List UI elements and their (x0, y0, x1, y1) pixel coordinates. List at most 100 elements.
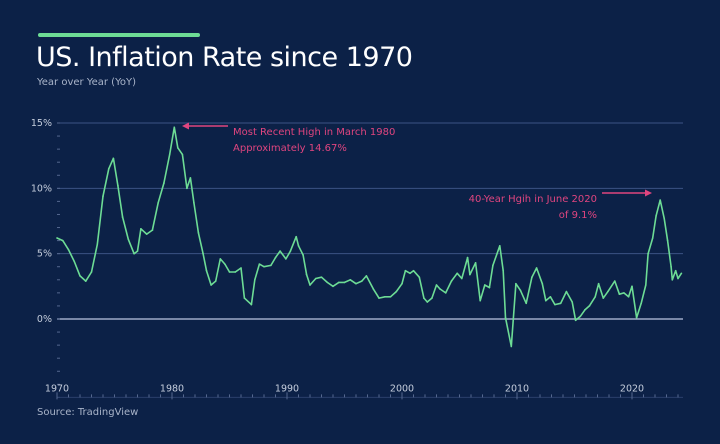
data-point (613, 280, 616, 282)
x-tick-label: 2000 (390, 383, 414, 394)
data-point (314, 277, 317, 280)
data-point (79, 275, 81, 277)
annotations: Most Recent High in March 1980 Approxima… (182, 122, 652, 221)
data-point (107, 167, 110, 170)
data-point (151, 229, 154, 231)
data-point (549, 295, 552, 298)
data-point (574, 319, 577, 322)
data-point (401, 282, 403, 285)
data-point (297, 245, 300, 247)
data-point (594, 295, 596, 298)
title-accent-bar (38, 33, 200, 37)
data-point (186, 187, 188, 190)
data-point (349, 279, 352, 281)
data-point (305, 273, 308, 276)
data-point (426, 301, 429, 303)
arrowhead-left-icon (182, 122, 189, 130)
data-point (365, 275, 368, 277)
data-point (579, 315, 582, 318)
data-point (250, 303, 253, 306)
data-point (121, 216, 124, 218)
data-point (439, 288, 441, 290)
data-point (423, 297, 425, 299)
data-point (320, 276, 323, 278)
data-point (337, 281, 340, 284)
data-point (444, 292, 447, 294)
data-point (680, 272, 683, 275)
data-point (588, 305, 591, 307)
data-point (671, 279, 674, 281)
annotation-1980-line2: Approximately 14.67% (233, 143, 347, 154)
chart-subtitle: Year over Year (YoY) (37, 77, 136, 88)
data-point (224, 263, 226, 265)
data-point (565, 290, 568, 293)
data-point (90, 271, 93, 273)
data-point (140, 228, 142, 230)
data-point (157, 201, 159, 204)
data-point (544, 299, 547, 302)
data-point (618, 293, 621, 295)
data-point (498, 245, 501, 247)
data-point (326, 281, 329, 284)
data-point (289, 250, 292, 252)
data-point (234, 271, 237, 273)
annotation-1980-line1: Most Recent High in March 1980 (233, 127, 395, 138)
data-point (343, 281, 346, 284)
data-point (435, 284, 438, 286)
data-point (456, 272, 459, 275)
data-point (409, 272, 411, 275)
data-point (655, 214, 657, 217)
data-point (254, 279, 256, 281)
data-point (663, 217, 665, 220)
data-point (210, 284, 212, 286)
data-points (56, 126, 683, 348)
data-point (56, 237, 58, 239)
data-point (631, 285, 633, 288)
data-point (559, 302, 562, 305)
x-tick-label: 2020 (620, 383, 644, 394)
data-point (205, 269, 208, 272)
data-point (640, 302, 642, 305)
data-point (651, 237, 654, 239)
chart-title: US. Inflation Rate since 1970 (36, 42, 413, 73)
data-point (332, 285, 334, 288)
annotation-2022-line1: 40-Year Hgih in June 2020 (469, 194, 597, 205)
data-point (474, 262, 477, 264)
data-point (395, 290, 398, 293)
data-point (243, 297, 246, 299)
data-point (163, 182, 165, 184)
data-point (263, 265, 265, 268)
data-point (378, 297, 380, 299)
data-point (666, 239, 669, 242)
data-point (197, 231, 200, 234)
data-point (450, 280, 453, 282)
data-point (136, 250, 139, 252)
data-point (240, 267, 242, 269)
data-point (677, 277, 679, 280)
data-point (127, 238, 130, 241)
data-point (270, 264, 272, 267)
data-point (571, 301, 573, 303)
data-point (285, 258, 287, 260)
data-point (525, 302, 527, 305)
x-tick-label: 1980 (160, 383, 184, 394)
data-point (214, 280, 217, 282)
data-point (96, 243, 99, 246)
data-point (412, 269, 415, 272)
data-point (102, 195, 104, 197)
data-point (168, 153, 171, 156)
data-point (181, 153, 184, 156)
data-point (461, 277, 463, 280)
data-point (670, 265, 672, 268)
data-point (519, 289, 522, 292)
data-point (510, 345, 513, 348)
data-point (193, 201, 195, 204)
data-point (627, 295, 630, 298)
data-point (383, 295, 386, 298)
x-tick-label: 1970 (45, 383, 69, 394)
y-tick-label: 0% (37, 314, 52, 325)
data-point (202, 252, 204, 255)
gridlines (57, 122, 683, 320)
data-point (659, 199, 661, 201)
